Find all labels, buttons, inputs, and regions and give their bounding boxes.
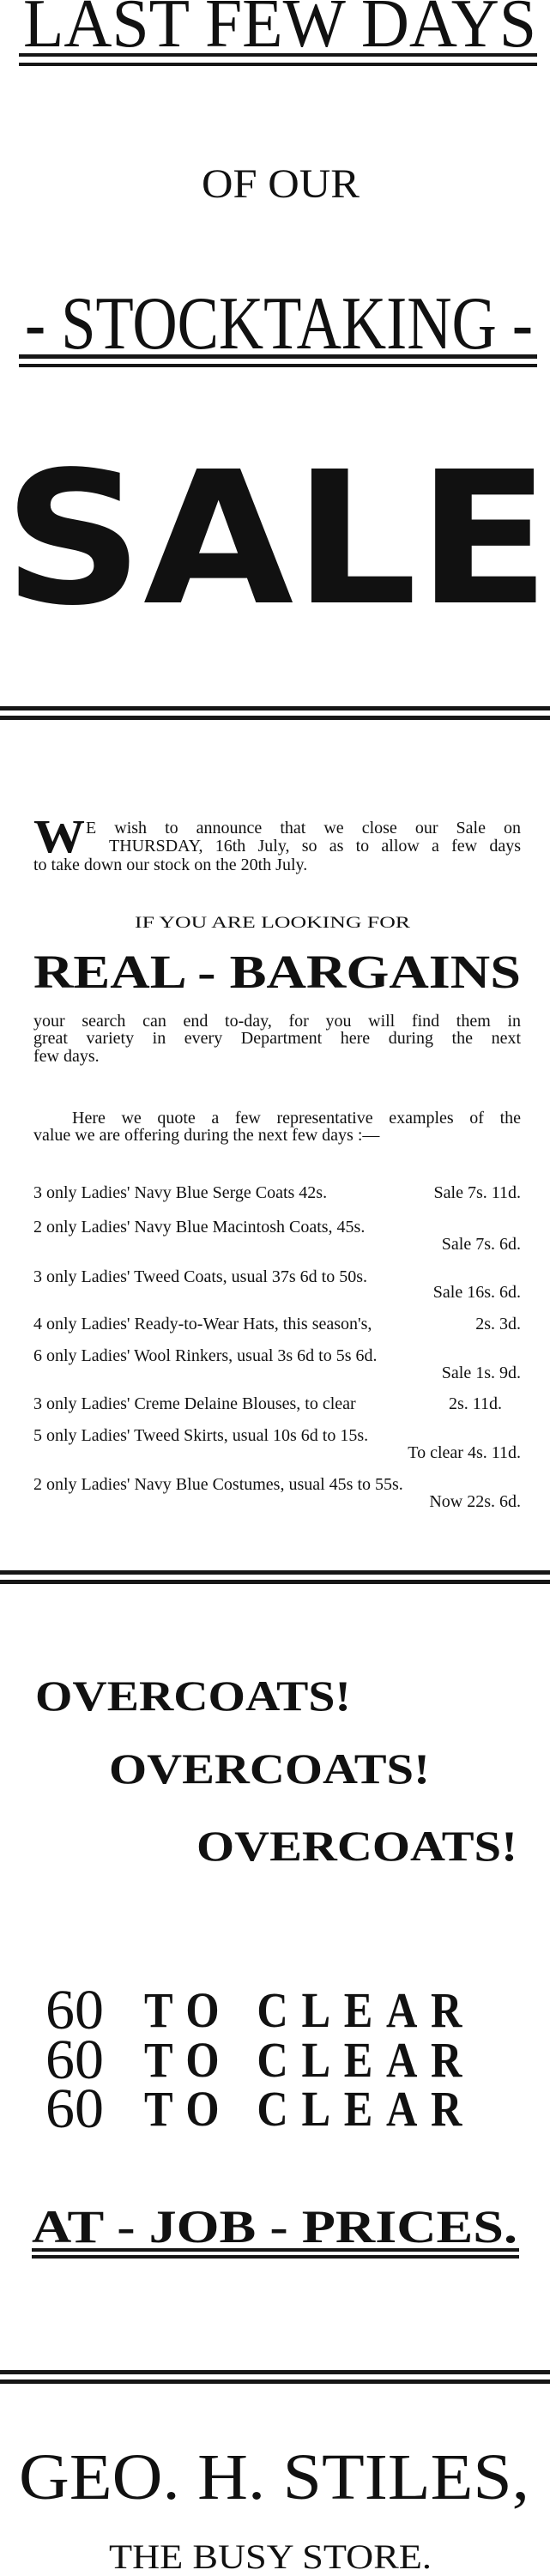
- headline-text: REAL - BARGAINS: [33, 946, 521, 998]
- tagline-text: THE BUSY STORE.: [109, 2537, 432, 2576]
- job-prices-headline: AT - JOB - PRICES.: [32, 2204, 517, 2250]
- double-rule: [0, 716, 550, 720]
- list-item-desc: 3 only Ladies' Tweed Coats, usual 37s 6d…: [33, 1267, 368, 1286]
- job-prices-text: AT - JOB - PRICES.: [32, 2201, 517, 2252]
- real-bargains-headline: REAL - BARGAINS: [33, 948, 521, 995]
- clear-text: TO CLEAR: [144, 1982, 475, 2038]
- announcement-line: E wish to announce that we close our Sal…: [86, 819, 521, 838]
- overcoats-text: OVERCOATS!: [196, 1822, 517, 1870]
- clear-count: 60: [45, 2077, 104, 2140]
- double-rule: [0, 1570, 550, 1575]
- overcoats-line: OVERCOATS!: [35, 1674, 351, 1717]
- looking-for-intro: IF YOU ARE LOOKING FOR: [135, 915, 410, 931]
- double-rule: [19, 364, 537, 367]
- list-item-desc: 3 only Ladies' Creme Delaine Blouses, to…: [33, 1394, 356, 1413]
- overcoats-text: OVERCOATS!: [35, 1672, 352, 1720]
- double-rule: [0, 706, 550, 711]
- subheading-of-our: OF OUR: [202, 164, 360, 205]
- double-rule: [0, 1580, 550, 1584]
- list-item-desc: 4 only Ladies' Ready-to-Wear Hats, this …: [33, 1315, 372, 1333]
- clear-text: TO CLEAR: [144, 2032, 475, 2088]
- list-item-price: 2s. 3d.: [475, 1315, 521, 1333]
- underline-rule: [32, 2255, 519, 2259]
- underline-rule: [32, 2248, 519, 2252]
- announcement-line: THURSDAY, 16th July, so as to allow a fe…: [109, 837, 521, 856]
- overcoats-text: OVERCOATS!: [109, 1745, 431, 1793]
- bargains-line: great variety in every Department here d…: [33, 1029, 521, 1048]
- store-name-text: GEO. H. STILES,: [19, 2441, 529, 2513]
- intro-text: IF YOU ARE LOOKING FOR: [135, 914, 410, 932]
- headline-stocktaking: - STOCKTAKING -: [25, 287, 550, 362]
- list-item-price: Sale 7s. 6d.: [441, 1235, 521, 1254]
- overcoats-line: OVERCOATS!: [196, 1824, 517, 1867]
- overcoats-line: OVERCOATS!: [109, 1747, 430, 1790]
- sale-text: SALE: [3, 432, 550, 646]
- list-item-price: 2s. 11d.: [448, 1394, 502, 1413]
- bargains-line: few days.: [33, 1047, 100, 1066]
- drop-cap: W: [33, 813, 85, 860]
- announcement-line: to take down our stock on the 20th July.: [33, 856, 308, 874]
- clear-count: 60: [45, 1979, 104, 2041]
- double-rule-top: [19, 53, 537, 57]
- list-item-price: Sale 7s. 11d.: [433, 1183, 521, 1202]
- list-item-price: Now 22s. 6d.: [429, 1492, 521, 1511]
- double-rule-top: [19, 63, 537, 66]
- list-item-price: Sale 16s. 6d.: [432, 1283, 521, 1302]
- subheading-text: OF OUR: [202, 161, 360, 207]
- list-item-desc: 3 only Ladies' Navy Blue Serge Coats 42s…: [33, 1183, 328, 1202]
- list-item-desc: 6 only Ladies' Wool Rinkers, usual 3s 6d…: [33, 1346, 378, 1365]
- quote-line: value we are offering during the next fe…: [33, 1126, 380, 1145]
- headline-text: LAST FEW DAYS: [23, 0, 536, 62]
- list-item-price: To clear 4s. 11d.: [408, 1443, 521, 1462]
- drop-cap-letter: W: [33, 810, 85, 862]
- store-tagline: THE BUSY STORE.: [109, 2540, 432, 2574]
- clear-text: TO CLEAR: [144, 2081, 475, 2137]
- double-rule: [0, 2370, 550, 2374]
- store-name: GEO. H. STILES,: [19, 2445, 529, 2510]
- sale-banner: SALE: [3, 448, 550, 632]
- list-item-desc: 5 only Ladies' Tweed Skirts, usual 10s 6…: [33, 1426, 369, 1445]
- list-item-desc: 2 only Ladies' Navy Blue Macintosh Coats…: [33, 1218, 366, 1237]
- double-rule: [0, 2379, 550, 2384]
- list-item-desc: 2 only Ladies' Navy Blue Costumes, usual…: [33, 1475, 403, 1494]
- headline-text: - STOCKTAKING -: [25, 282, 533, 366]
- bargains-line: your search can end to-day, for you will…: [33, 1012, 521, 1031]
- list-item-price: Sale 1s. 9d.: [441, 1364, 521, 1382]
- headline-last-few-days: LAST FEW DAYS: [23, 0, 550, 58]
- double-rule: [19, 354, 537, 359]
- quote-line: Here we quote a few representative examp…: [72, 1109, 521, 1128]
- clear-count: 60: [45, 2029, 104, 2091]
